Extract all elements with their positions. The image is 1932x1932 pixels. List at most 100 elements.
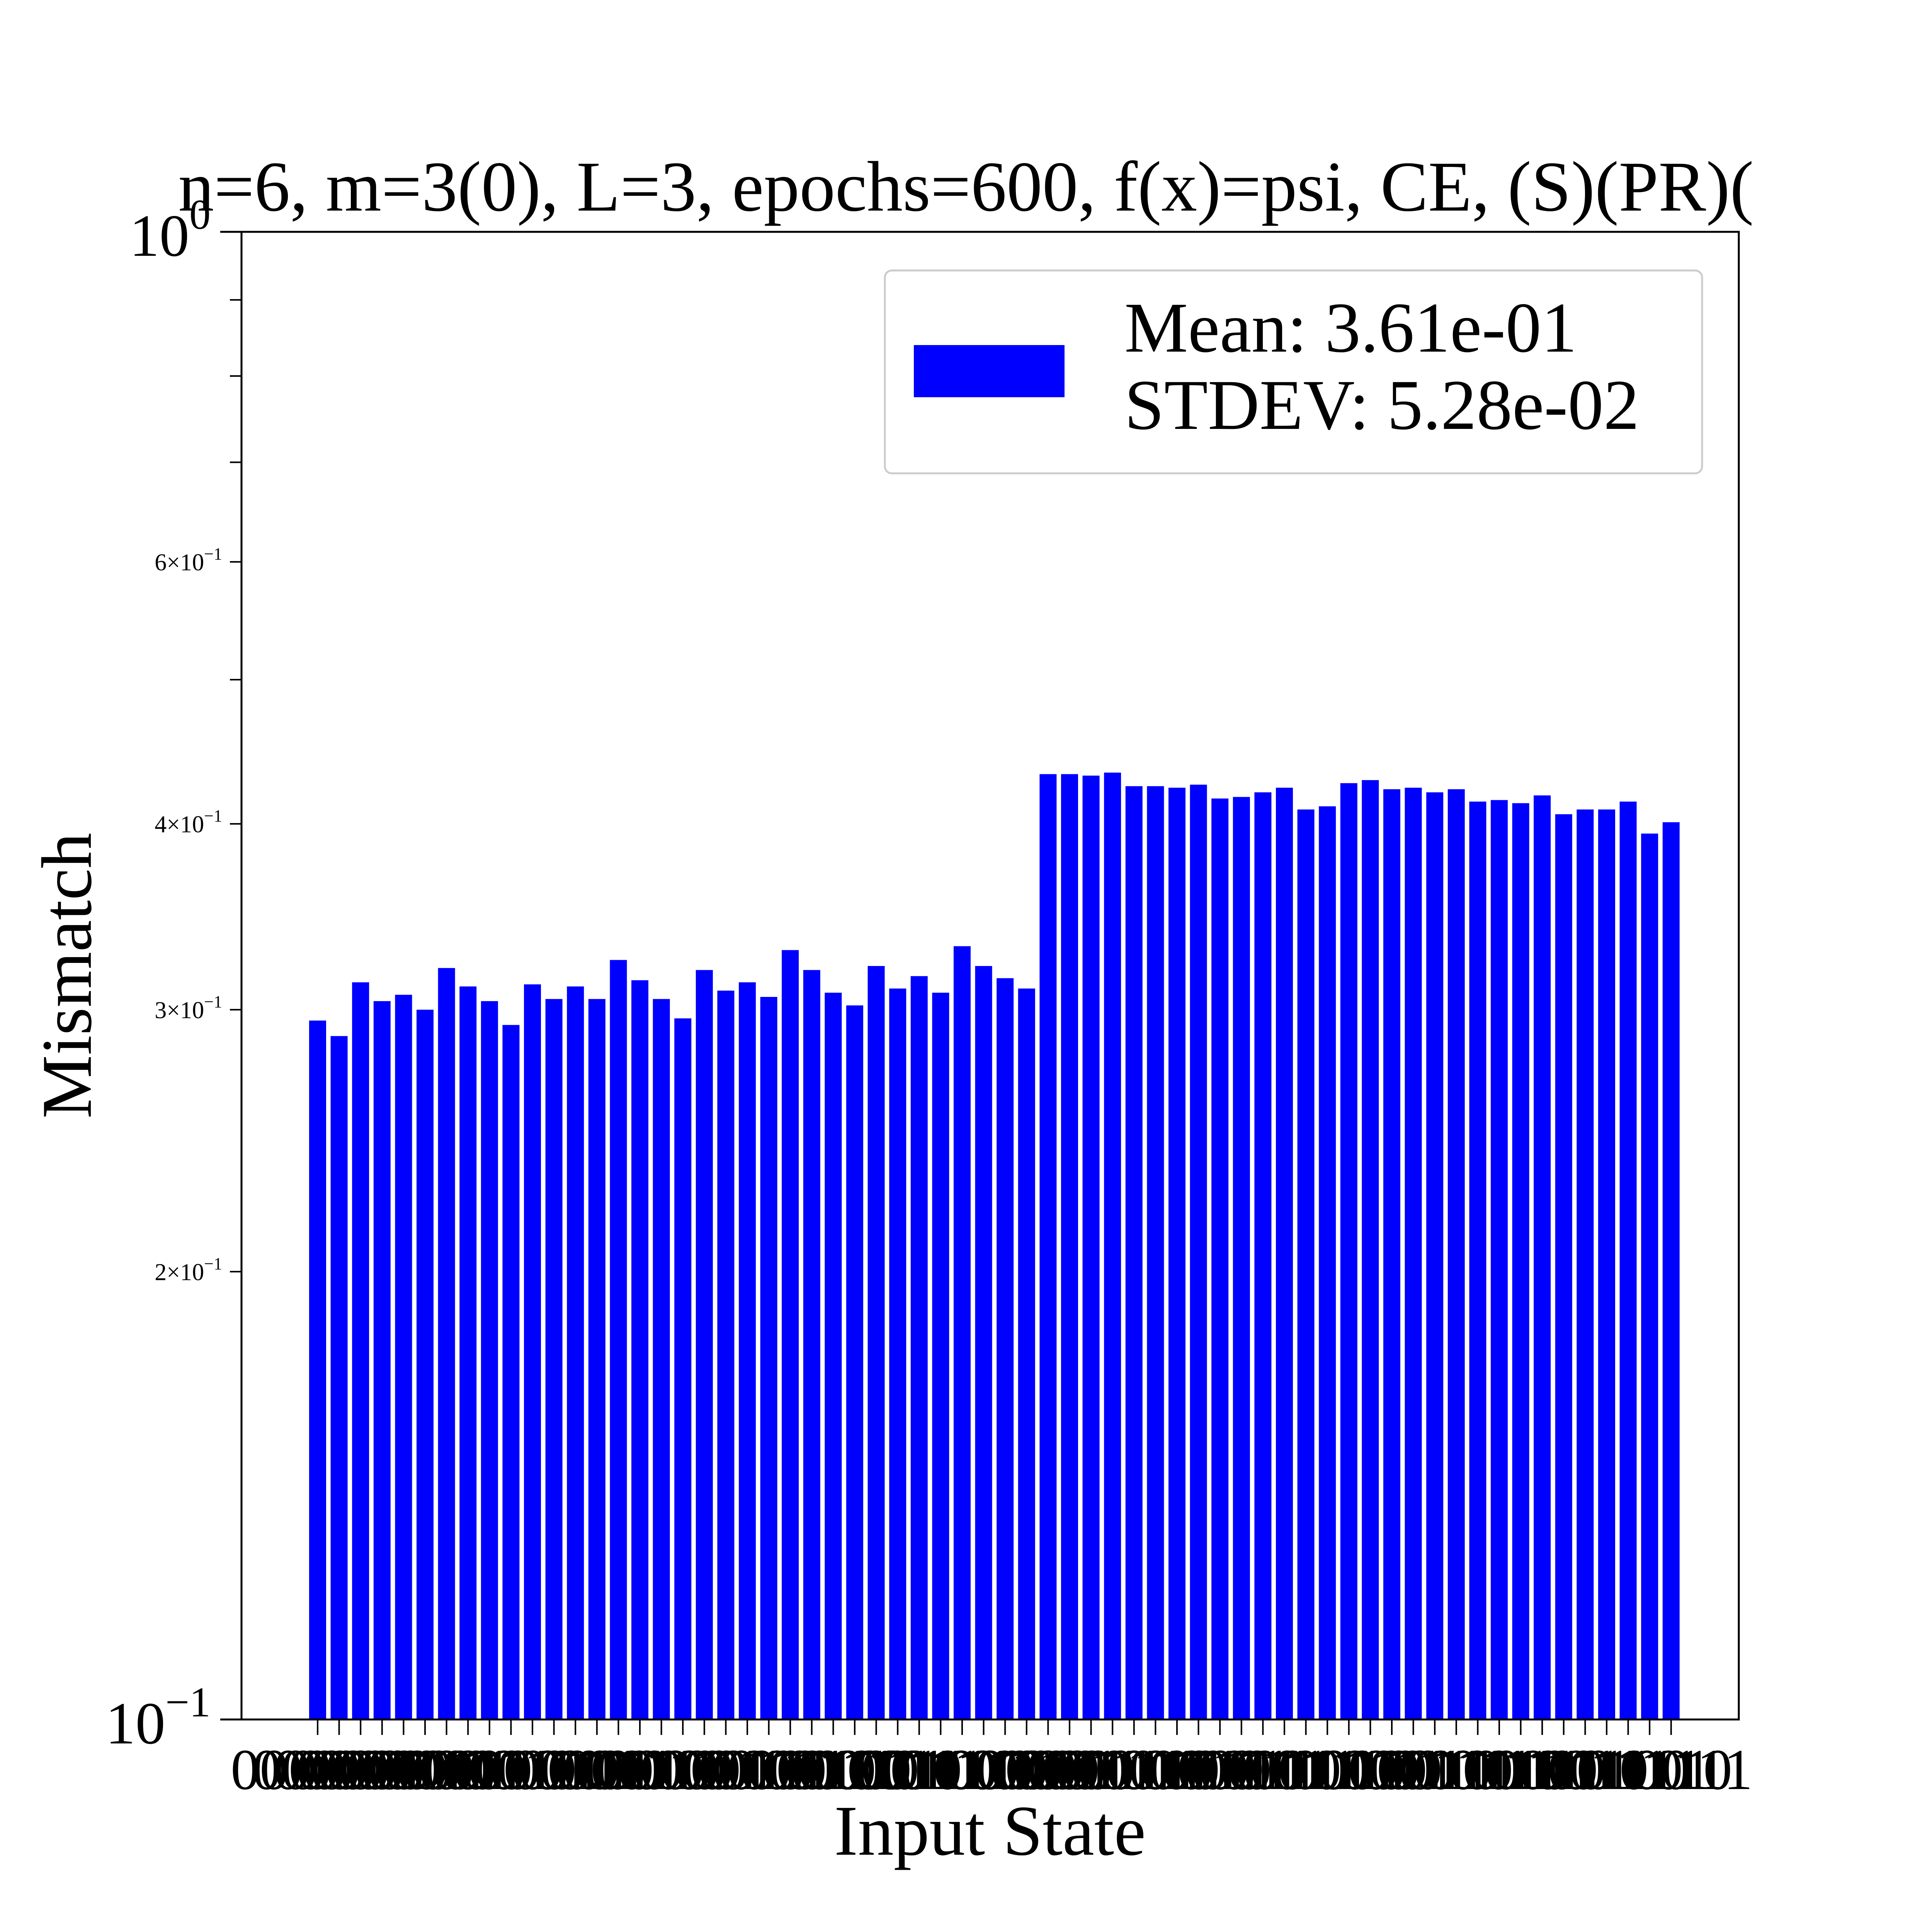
x-tick-label: 001011 (468, 1738, 639, 1802)
x-tick-label: 111111 (1590, 1738, 1753, 1802)
bar (696, 970, 713, 1719)
bar (610, 960, 627, 1719)
x-tick-label: 000111 (383, 1738, 553, 1802)
bar (1190, 784, 1207, 1719)
x-tick-label: 111100 (1523, 1738, 1690, 1802)
bars-group (309, 772, 1680, 1720)
x-tick-label: 011011 (813, 1738, 983, 1802)
bar (373, 1001, 391, 1719)
bar (1082, 776, 1100, 1719)
legend-box (884, 269, 1703, 474)
bar (524, 984, 541, 1719)
bar (1340, 783, 1357, 1719)
x-tick-label: 101101 (1199, 1738, 1370, 1802)
x-tick-label: 100110 (1048, 1738, 1220, 1802)
bar (1147, 786, 1164, 1719)
x-tick-label: 011100 (834, 1738, 1004, 1802)
legend-swatch (914, 345, 1065, 397)
x-tick-label: 110101 (1371, 1738, 1542, 1802)
bar (1534, 795, 1551, 1719)
x-tick-label: 011110 (878, 1738, 1046, 1802)
bar (1254, 792, 1272, 1719)
bar (1383, 789, 1400, 1719)
x-axis-label: Input State (834, 1791, 1146, 1871)
x-tick-label: 010010 (617, 1738, 791, 1802)
x-tick-label: 101000 (1090, 1738, 1264, 1802)
bar (997, 978, 1014, 1719)
x-tick-label: 100101 (1026, 1738, 1199, 1802)
bar (954, 946, 971, 1719)
y-minor-tick-label: 4×10−1 (155, 806, 222, 838)
bar (1555, 814, 1572, 1719)
x-tick-label: 000100 (316, 1738, 490, 1802)
bar (309, 1020, 326, 1719)
x-tick-label: 110111 (1415, 1738, 1583, 1802)
y-tick-label: 10−1 (105, 1679, 211, 1757)
bar (1276, 787, 1293, 1719)
y-tick-label: 100 (129, 191, 211, 269)
bar (910, 976, 928, 1719)
x-tick-label: 010101 (682, 1738, 856, 1802)
bar (1577, 809, 1594, 1719)
bar (631, 980, 648, 1719)
x-tick-label: 010001 (596, 1738, 770, 1802)
x-tick-label: 011010 (790, 1738, 962, 1802)
bar (1104, 772, 1121, 1719)
x-tick-label: 010011 (640, 1738, 811, 1802)
x-tick-label: 011000 (747, 1738, 919, 1802)
x-tick-label: 001010 (446, 1738, 619, 1802)
x-tick-label: 010000 (575, 1738, 748, 1802)
x-tick-label: 110011 (1328, 1738, 1498, 1802)
x-tick-label: 101111 (1244, 1738, 1411, 1802)
bar (1426, 792, 1444, 1719)
bar (1362, 780, 1379, 1720)
x-tick-label: 001110 (534, 1738, 703, 1802)
x-tick-label: 111001 (1458, 1738, 1627, 1802)
bar (1297, 809, 1315, 1719)
bar (1491, 800, 1508, 1719)
bar (889, 988, 906, 1719)
bar (1447, 789, 1465, 1719)
bar (739, 982, 756, 1719)
bar (1211, 798, 1229, 1719)
x-tick-label: 000010 (274, 1738, 447, 1802)
bar (1405, 787, 1422, 1719)
x-tick-label: 101010 (1133, 1738, 1307, 1802)
x-tick-label: 110100 (1349, 1738, 1520, 1802)
bar (782, 950, 799, 1719)
bar (867, 966, 885, 1719)
bar (502, 1025, 520, 1719)
x-tick-label: 000110 (361, 1738, 532, 1802)
legend-line-stdev: STDEV: 5.28e-02 (1124, 366, 1639, 445)
bar (846, 1005, 863, 1719)
bar (975, 966, 992, 1719)
x-tick-label: 011001 (769, 1738, 940, 1802)
bar (1018, 988, 1035, 1719)
y-axis-label: Mismatch (27, 833, 107, 1119)
x-tick-label: 110110 (1393, 1738, 1563, 1802)
x-tick-label: 111000 (1436, 1738, 1605, 1802)
bar (459, 986, 477, 1719)
bar (330, 1036, 348, 1719)
x-tick-label: 001111 (556, 1738, 723, 1802)
x-tick-label: 100111 (1071, 1738, 1240, 1802)
bar (760, 997, 777, 1719)
x-tick-label: 000001 (252, 1738, 426, 1802)
x-tick-label: 110000 (1263, 1738, 1435, 1802)
y-minor-tick-label: 3×10−1 (155, 992, 222, 1024)
x-tick-label: 101100 (1177, 1738, 1349, 1802)
x-tick-label: 100011 (984, 1738, 1155, 1802)
x-tick-label: 101110 (1221, 1738, 1391, 1802)
x-tick-label: 110010 (1306, 1738, 1478, 1802)
x-tick-label: 100000 (918, 1738, 1092, 1802)
x-tick-label: 111011 (1502, 1738, 1669, 1802)
x-tick-label: 100010 (961, 1738, 1135, 1802)
x-axis: 0000000000010000100000110001000001010001… (231, 1719, 1753, 1802)
bar (674, 1018, 692, 1719)
bar (1168, 787, 1185, 1719)
bar (1319, 806, 1336, 1719)
bar (395, 995, 412, 1719)
bar (1233, 797, 1250, 1719)
x-tick-label: 100100 (1004, 1738, 1178, 1802)
